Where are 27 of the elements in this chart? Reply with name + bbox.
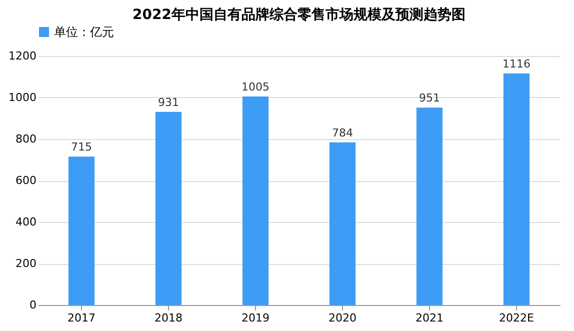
data-label: 1005	[242, 80, 270, 94]
y-tick-label: 0	[30, 298, 36, 312]
bar	[68, 156, 95, 305]
y-tick-label: 1200	[8, 50, 36, 62]
x-tick-label: 2019	[242, 312, 270, 324]
y-tick-label: 400	[16, 216, 36, 228]
data-label: 1116	[502, 57, 530, 70]
legend-label: 单位：亿元	[54, 25, 114, 39]
y-tick-label: 800	[16, 132, 36, 146]
y-tick-label: 1000	[8, 91, 36, 104]
data-label: 951	[419, 92, 440, 105]
x-tick-label: 2022E	[499, 312, 534, 324]
bar	[242, 96, 269, 305]
bar	[416, 108, 443, 305]
bar	[329, 142, 356, 305]
data-label: 931	[158, 96, 179, 109]
x-tick-label: 2020	[328, 312, 356, 324]
data-label: 784	[332, 126, 353, 140]
bar	[155, 112, 182, 305]
x-tick-label: 2021	[416, 312, 444, 324]
x-tick-label: 2018	[154, 312, 182, 324]
bar	[503, 73, 530, 305]
x-tick-label: 2017	[68, 312, 96, 324]
y-tick-label: 600	[16, 174, 36, 187]
chart-title: 2022年中国自有品牌综合零售市场规模及预测趋势图	[132, 6, 466, 23]
data-label: 715	[71, 140, 92, 154]
y-tick-label: 200	[16, 257, 36, 270]
